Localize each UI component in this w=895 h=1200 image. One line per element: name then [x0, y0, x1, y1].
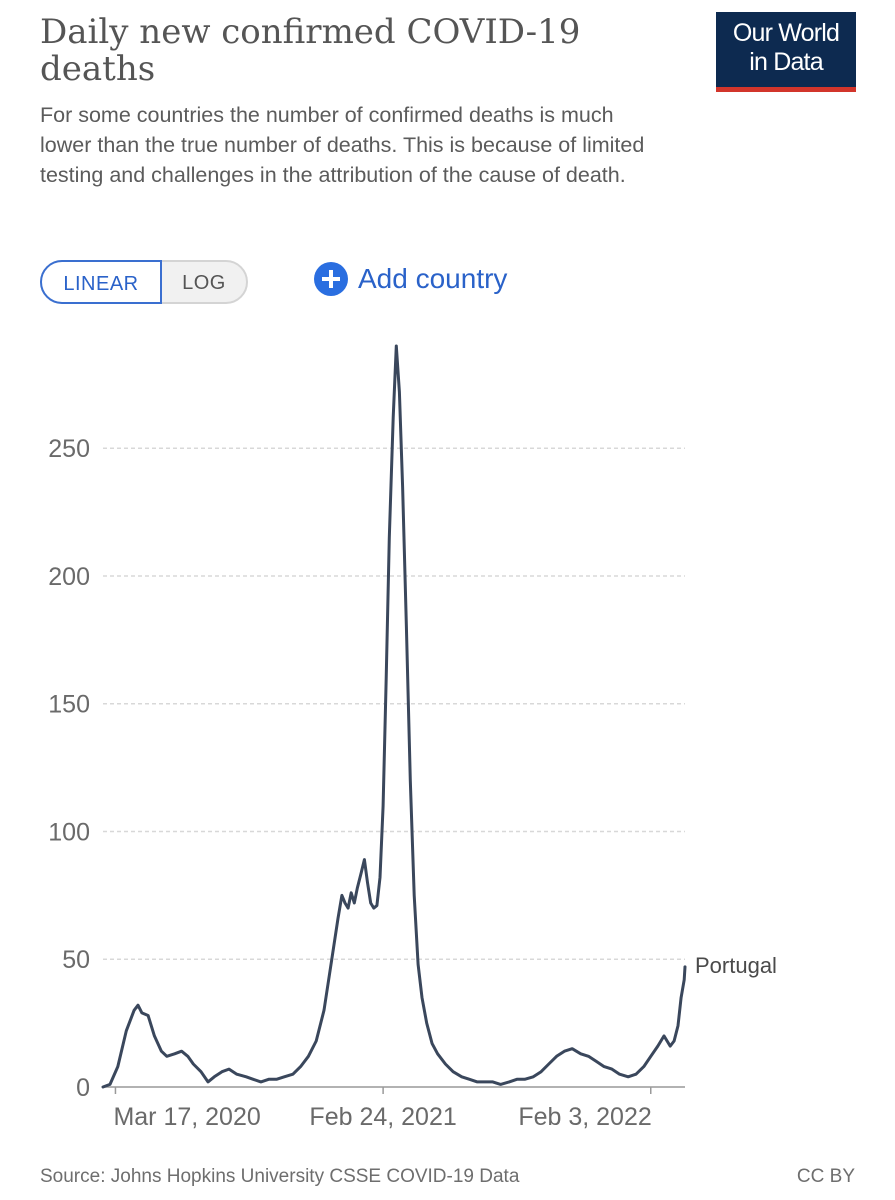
chart-title: Daily new confirmed COVID-19 deaths	[40, 12, 581, 89]
y-tick-label-50: 50	[62, 946, 90, 974]
grid-lines	[103, 447, 685, 960]
y-tick-label-0: 0	[76, 1074, 90, 1102]
y-tick-label-150: 150	[48, 691, 90, 719]
source-note[interactable]: Source: Johns Hopkins University CSSE CO…	[40, 1166, 520, 1187]
chart-subtitle: For some countries the number of confirm…	[40, 103, 645, 187]
x-axis: Mar 17, 2020 Feb 24, 2021 Feb 3, 2022	[103, 1086, 685, 1131]
x-tick-label-1: Feb 24, 2021	[309, 1103, 456, 1131]
log-scale-button[interactable]: LOG	[182, 272, 226, 294]
plus-circle-icon	[314, 262, 348, 296]
y-tick-label-200: 200	[48, 563, 90, 591]
series-line-0[interactable]	[101, 344, 687, 1089]
logo-accent-bar	[716, 87, 856, 92]
y-tick-label-100: 100	[48, 818, 90, 846]
license-link[interactable]: CC BY	[796, 1166, 855, 1187]
line-chart: 0 50 100 150 200 250 Mar 17, 2020 Feb 24, 2021…	[48, 344, 777, 1131]
x-tick-label-0: Mar 17, 2020	[113, 1103, 260, 1131]
y-tick-label-250: 250	[48, 435, 90, 463]
linear-scale-button[interactable]: LINEAR	[40, 260, 162, 304]
scale-toggle: LINEAR LOG	[40, 260, 248, 304]
add-country-label: Add country	[358, 263, 508, 294]
series-lines: Portugal	[101, 344, 777, 1089]
owid-logo[interactable]: Our World in Data	[716, 12, 856, 92]
x-tick-label-2: Feb 3, 2022	[518, 1103, 651, 1131]
series-label-0[interactable]: Portugal	[695, 953, 777, 978]
y-axis-ticks: 0 50 100 150 200 250	[48, 435, 90, 1102]
logo-text: Our World in Data	[732, 19, 840, 76]
